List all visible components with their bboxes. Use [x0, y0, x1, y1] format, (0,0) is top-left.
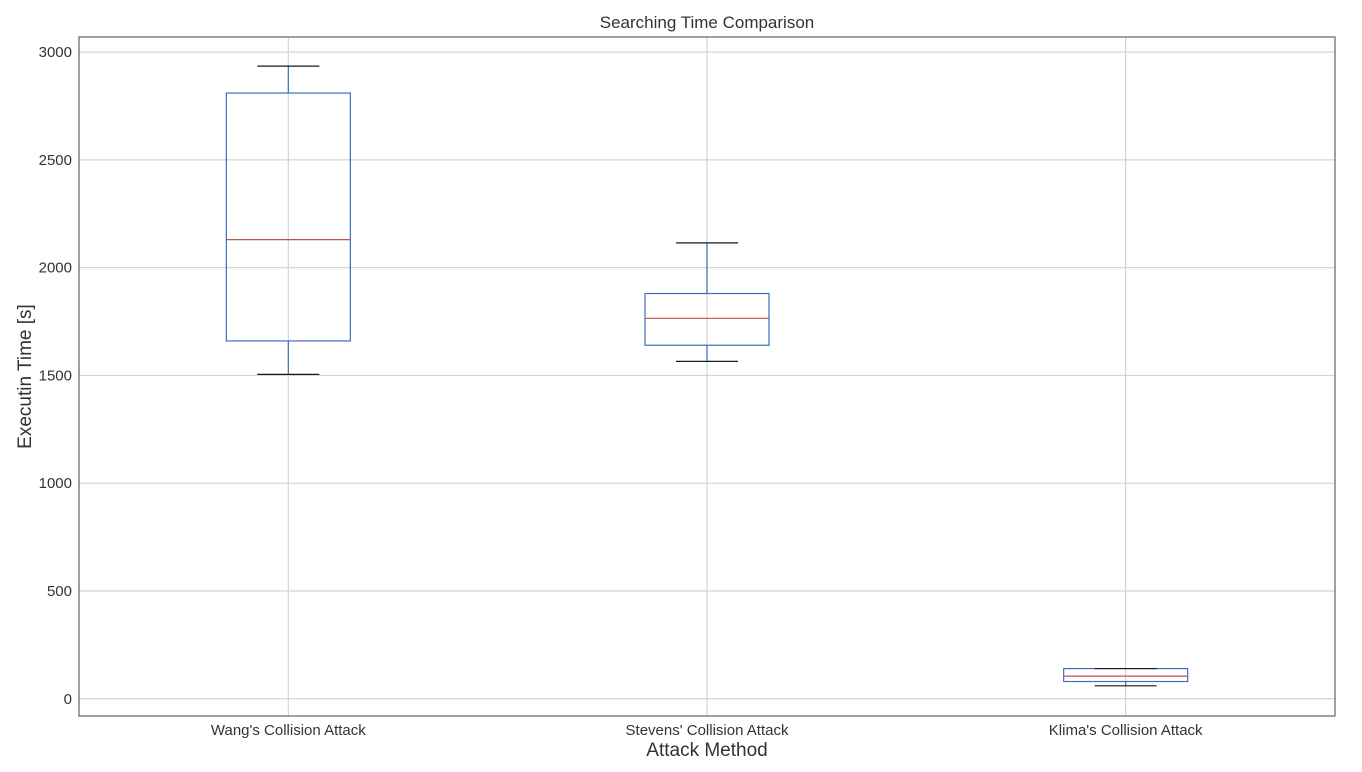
x-tick-label: Wang's Collision Attack: [211, 722, 366, 739]
y-tick-label: 2000: [39, 260, 72, 277]
x-tick-label: Stevens' Collision Attack: [626, 722, 789, 739]
box-group: [225, 65, 351, 375]
y-tick-labels: 0 500 1000 1500 2000 2500 3000: [39, 44, 72, 708]
y-tick-label: 2500: [39, 152, 72, 169]
plot-frame: [78, 36, 1336, 717]
y-tick-label: 3000: [39, 44, 72, 61]
box-group: [1063, 667, 1189, 687]
y-axis-title: Executin Time [s]: [15, 304, 36, 449]
box-layer: [225, 65, 1189, 687]
x-tick-labels: Wang's Collision Attack Stevens' Collisio…: [211, 722, 1203, 739]
grid-lines: [79, 37, 1335, 716]
iqr-box: [225, 92, 351, 342]
box-group: [644, 242, 770, 363]
x-tick-label: Klima's Collision Attack: [1049, 722, 1203, 739]
y-tick-label: 1500: [39, 367, 72, 384]
chart-title: Searching Time Comparison: [600, 13, 814, 32]
x-axis-title: Attack Method: [646, 740, 767, 761]
y-tick-label: 500: [47, 583, 72, 600]
y-tick-label: 0: [64, 691, 72, 708]
y-tick-label: 1000: [39, 475, 72, 492]
iqr-box: [644, 292, 770, 346]
